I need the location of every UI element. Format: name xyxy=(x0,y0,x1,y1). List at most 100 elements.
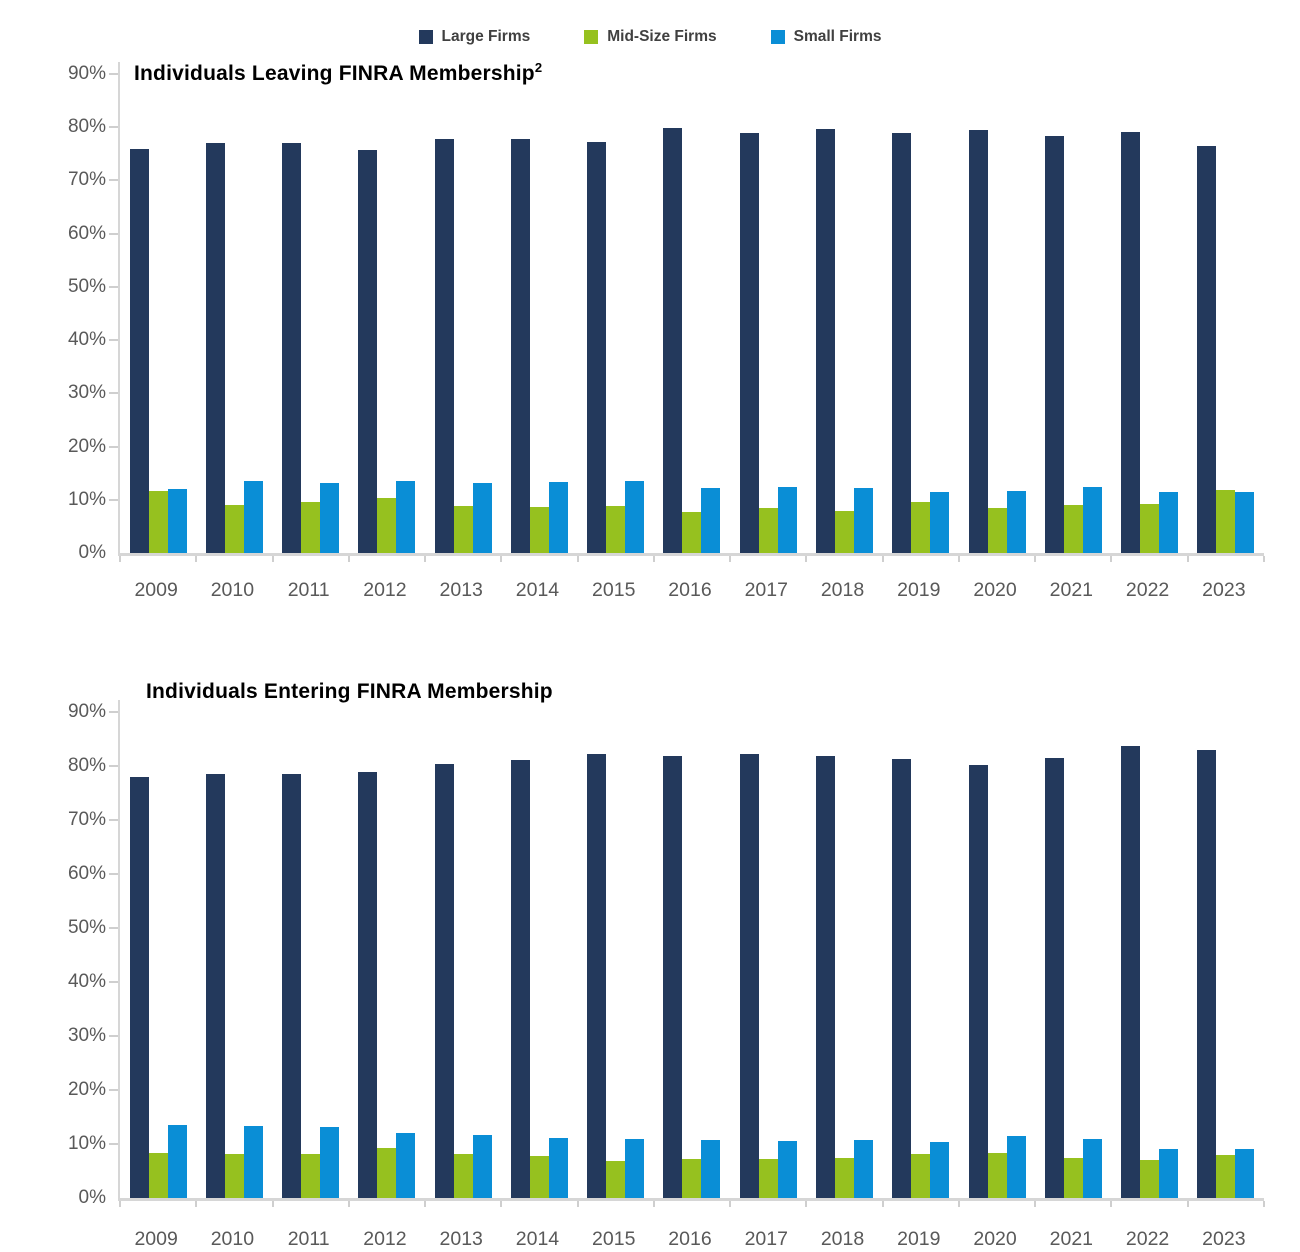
bar-small-firms xyxy=(320,482,340,553)
bar-group xyxy=(959,712,1035,1198)
bar-group xyxy=(196,74,272,553)
bar-mid-size-firms xyxy=(1216,1155,1236,1198)
y-axis-label: 40% xyxy=(67,329,106,351)
bar-large-firms xyxy=(816,755,836,1198)
y-axis-tick xyxy=(109,445,118,448)
bar-large-firms xyxy=(587,141,607,553)
x-axis-tick xyxy=(424,556,427,562)
legend-label-small-firms: Small Firms xyxy=(793,28,882,45)
bar-small-firms xyxy=(243,1126,263,1198)
x-axis-tick xyxy=(652,556,655,562)
bar-large-firms xyxy=(739,133,759,553)
bar-group xyxy=(349,712,425,1198)
bar-large-firms xyxy=(1197,146,1217,553)
bar-group xyxy=(654,712,730,1198)
y-axis-tick xyxy=(109,1142,118,1145)
bar-large-firms xyxy=(358,149,378,553)
y-axis-tick xyxy=(109,339,118,342)
bar-group xyxy=(806,712,882,1198)
bar-group xyxy=(1111,74,1187,553)
bar-small-firms xyxy=(625,1139,645,1198)
y-axis-label: 60% xyxy=(67,222,106,244)
y-axis-tick xyxy=(109,498,118,501)
x-axis-tick xyxy=(424,1201,427,1207)
bar-mid-size-firms xyxy=(529,1156,549,1198)
y-axis-label: 30% xyxy=(67,1024,106,1046)
legend-item-mid-size-firms: Mid-Size Firms xyxy=(584,28,717,46)
bar-small-firms xyxy=(396,1132,416,1198)
x-axis-tick xyxy=(1034,1201,1037,1207)
bar-mid-size-firms xyxy=(377,498,397,553)
bar-group xyxy=(120,74,196,553)
bar-small-firms xyxy=(625,481,645,553)
x-axis-tick xyxy=(500,556,503,562)
x-axis-tick xyxy=(576,1201,579,1207)
chart-legend: Large Firms Mid-Size Firms Small Firms xyxy=(0,28,1300,46)
x-axis-label: 2020 xyxy=(973,1228,1017,1250)
bar-group xyxy=(959,74,1035,553)
bar-mid-size-firms xyxy=(987,1152,1007,1198)
bar-small-firms xyxy=(548,1138,568,1198)
chart-title-leaving: Individuals Leaving FINRA Membership2 xyxy=(134,60,542,86)
bar-large-firms xyxy=(663,755,683,1198)
chart-title-text: Individuals Entering FINRA Membership xyxy=(146,680,553,703)
y-axis-tick xyxy=(109,711,118,713)
x-axis-tick xyxy=(119,1201,121,1207)
x-axis-tick xyxy=(1186,1201,1189,1207)
y-axis-label: 60% xyxy=(67,862,106,884)
x-axis-tick xyxy=(805,556,808,562)
bar-mid-size-firms xyxy=(911,502,931,553)
x-axis-tick xyxy=(1263,1201,1265,1207)
y-axis-label: 90% xyxy=(67,63,106,84)
bar-large-firms xyxy=(739,754,759,1198)
x-axis-label: 2011 xyxy=(287,1228,330,1250)
y-axis-label: 0% xyxy=(78,1187,106,1208)
bar-small-firms xyxy=(854,1139,874,1198)
x-axis-tick xyxy=(1186,556,1189,562)
bar-large-firms xyxy=(892,133,912,553)
legend-label-large-firms: Large Firms xyxy=(441,28,531,45)
x-axis-label: 2010 xyxy=(210,579,255,601)
bar-group xyxy=(730,74,806,553)
x-axis-label: 2023 xyxy=(1202,1228,1246,1250)
bar-large-firms xyxy=(282,773,302,1198)
bar-small-firms xyxy=(777,487,797,553)
x-axis-tick xyxy=(195,556,198,562)
bar-group xyxy=(1188,74,1264,553)
y-axis-tick xyxy=(109,1034,118,1037)
bar-mid-size-firms xyxy=(1063,1157,1083,1198)
bar-group xyxy=(425,74,501,553)
x-axis-tick xyxy=(1263,556,1265,562)
x-axis-label: 2019 xyxy=(897,579,941,601)
bar-group xyxy=(425,712,501,1198)
x-axis-tick xyxy=(1034,556,1037,562)
x-axis-tick xyxy=(500,1201,503,1207)
x-axis-tick xyxy=(347,556,350,562)
x-axis-tick xyxy=(576,556,579,562)
y-axis-label: 70% xyxy=(67,808,106,830)
y-axis-tick xyxy=(109,764,118,767)
bar-mid-size-firms xyxy=(682,512,702,553)
x-axis-label: 2013 xyxy=(439,579,483,601)
bar-group xyxy=(501,74,577,553)
footnote-marker: 2 xyxy=(534,60,543,75)
bar-mid-size-firms xyxy=(224,1153,244,1198)
x-axis-tick xyxy=(271,556,274,562)
bar-group xyxy=(578,74,654,553)
x-axis-label: 2022 xyxy=(1125,579,1170,601)
bar-large-firms xyxy=(968,764,988,1198)
bar-small-firms xyxy=(854,488,874,553)
plot-area-leaving: 0% 10% 20% 30% 40% 50% 60% 70% 80% 90% xyxy=(68,62,1265,563)
legend-item-small-firms: Small Firms xyxy=(770,28,882,46)
bar-large-firms xyxy=(510,760,530,1198)
x-axis-labels: 2009 2010 2011 2012 2013 2014 2015 2016 2017 2018… xyxy=(118,579,1262,602)
bar-group xyxy=(883,74,959,553)
legend-swatch-large-firms xyxy=(418,30,433,44)
bar-group xyxy=(578,712,654,1198)
bar-small-firms xyxy=(1082,487,1102,553)
x-axis-label: 2015 xyxy=(592,1228,636,1250)
x-axis-label: 2017 xyxy=(744,1228,788,1250)
bar-small-firms xyxy=(1006,490,1026,553)
bar-small-firms xyxy=(1082,1139,1102,1198)
